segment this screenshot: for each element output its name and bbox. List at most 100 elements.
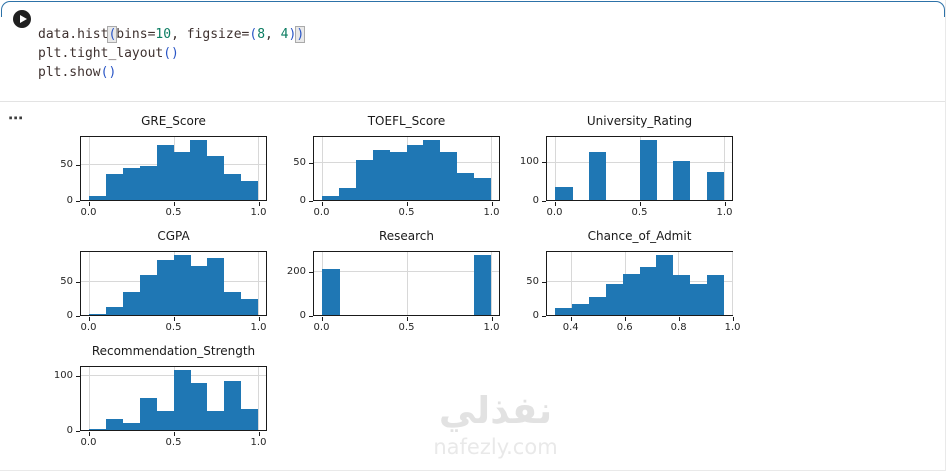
gridline — [406, 252, 408, 315]
code-editor[interactable]: data.hist(bins=10, figsize=(8, 4)) plt.ti… — [38, 25, 305, 82]
plot-area — [80, 251, 267, 316]
y-tick-label: 200 — [286, 265, 306, 277]
gridline — [571, 252, 573, 315]
plot-area — [80, 366, 267, 431]
y-tick-mark — [76, 375, 80, 377]
y-tick-mark — [542, 201, 546, 202]
plot-area — [313, 251, 500, 316]
histogram-bar — [106, 419, 124, 430]
histogram-bar — [339, 187, 357, 200]
x-tick-mark — [321, 202, 323, 206]
histogram-bar — [389, 152, 407, 200]
histogram-bar — [639, 140, 657, 200]
histogram-bar — [106, 173, 124, 200]
x-tick-label: 1.0 — [250, 322, 267, 333]
histogram-bar — [106, 307, 124, 315]
gridline — [257, 252, 259, 315]
histogram-bar — [605, 284, 623, 315]
code-token-plain: , — [265, 27, 281, 42]
gridline — [314, 271, 499, 273]
histogram-bar — [173, 152, 191, 200]
y-tick-mark — [309, 271, 313, 273]
code-token-plain: plt.tight_layout — [38, 46, 164, 61]
x-tick-mark — [173, 317, 175, 321]
x-tick-label: 0.0 — [80, 437, 97, 448]
x-tick-label: 0.4 — [562, 322, 579, 333]
gridline — [490, 252, 492, 315]
x-tick-mark — [554, 202, 556, 206]
x-tick-mark — [732, 317, 734, 321]
run-cell-button[interactable] — [13, 10, 31, 28]
y-tick-label: 0 — [299, 195, 306, 206]
histogram-bar — [223, 173, 242, 200]
y-tick-mark — [309, 201, 313, 202]
gridline — [322, 137, 324, 200]
play-icon — [20, 14, 27, 23]
x-tick-mark — [406, 202, 408, 206]
code-token-plain: bins= — [116, 27, 156, 42]
code-token-bracket-hl: ) — [296, 27, 305, 42]
x-tick-label: 0.5 — [631, 207, 648, 218]
code-line: plt.show() — [38, 63, 304, 82]
subplot-title: GRE_Score — [141, 114, 206, 128]
code-token-bracket-hl: ( — [108, 27, 117, 42]
code-line: plt.tight_layout() — [38, 44, 304, 63]
histogram-bar — [89, 428, 107, 430]
x-tick-mark — [570, 317, 572, 321]
x-tick-mark — [491, 317, 493, 321]
histogram-bar — [372, 150, 390, 200]
x-tick-label: 0.8 — [670, 322, 687, 333]
x-tick-mark — [724, 202, 726, 206]
gridline — [723, 137, 725, 200]
gridline — [89, 367, 91, 430]
histogram-bar — [223, 292, 242, 315]
subplot-title: TOEFL_Score — [367, 114, 446, 128]
output-options-menu[interactable]: ⋯ — [8, 109, 24, 127]
y-tick-mark — [542, 281, 546, 283]
histogram-bar — [589, 297, 607, 315]
x-tick-label: 0.0 — [313, 207, 330, 218]
matplotlib-figure: GRE_Score 0 50 0.0 0.5 1.0 TOEFL_Score 0 50 0.0 0.… — [54, 113, 754, 458]
histogram-bar — [240, 180, 258, 200]
plot-area — [546, 251, 733, 316]
histogram-bar — [89, 196, 107, 200]
histogram-bar — [156, 411, 174, 430]
code-token-plain: data.hist — [38, 27, 109, 42]
gridline — [89, 137, 91, 200]
subplot-title: University_Rating — [586, 114, 693, 128]
x-tick-label: 0.6 — [616, 322, 633, 333]
histogram-bar — [322, 196, 340, 200]
y-tick-mark — [76, 282, 80, 284]
x-tick-label: 0.5 — [165, 437, 182, 448]
histogram-bar — [322, 268, 340, 315]
gridline — [731, 252, 733, 315]
code-line: data.hist(bins=10, figsize=(8, 4)) — [38, 25, 305, 44]
histogram-bar — [89, 313, 107, 315]
histogram-bar — [456, 172, 475, 200]
code-token-bracket: () — [163, 46, 179, 61]
x-tick-mark — [406, 317, 408, 321]
histogram-bar — [207, 411, 225, 430]
histogram-bar — [656, 255, 674, 315]
x-tick-mark — [88, 317, 90, 321]
histogram-bar — [473, 178, 491, 200]
histogram-bar — [156, 259, 174, 315]
code-token-plain: , figsize= — [171, 27, 250, 42]
y-tick-label: 50 — [60, 276, 73, 288]
histogram-bar — [173, 255, 191, 315]
histogram-bar — [356, 159, 374, 200]
subplot-title: Chance_of_Admit — [587, 229, 692, 243]
gridline — [89, 252, 91, 315]
x-tick-mark — [678, 317, 680, 321]
histogram-university_rating: University_Rating 0 100 0.0 0.5 1.0 — [520, 113, 754, 228]
y-tick-mark — [76, 316, 80, 317]
x-tick-mark — [321, 317, 323, 321]
code-token-plain: plt.show — [38, 65, 101, 80]
x-tick-mark — [258, 432, 260, 436]
x-tick-mark — [639, 202, 641, 206]
histogram-bar — [190, 382, 208, 430]
histogram-bar — [555, 308, 573, 315]
histogram-bar — [589, 152, 607, 200]
y-tick-label: 0 — [532, 195, 539, 206]
y-tick-mark — [76, 164, 80, 166]
